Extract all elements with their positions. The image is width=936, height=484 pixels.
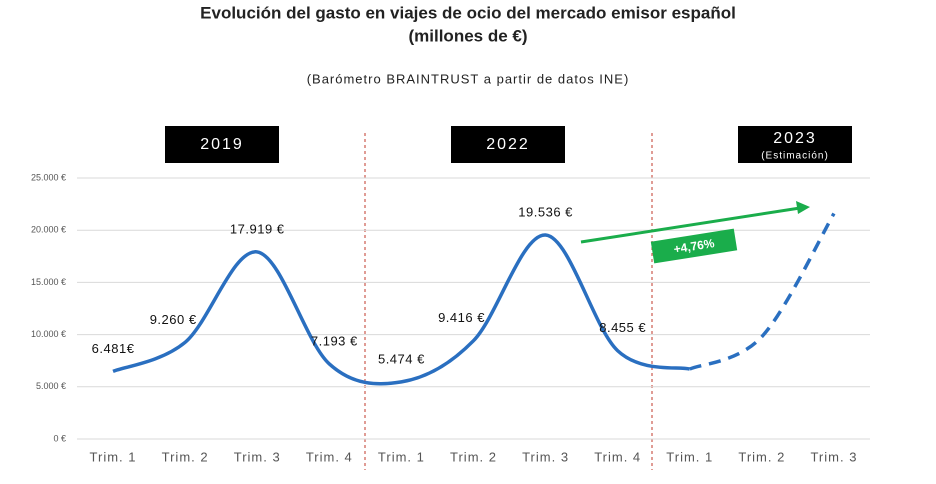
x-tick-label: Trim. 4	[306, 449, 353, 464]
x-tick-label: Trim. 2	[738, 449, 785, 464]
data-label: 7.193 €	[311, 333, 358, 348]
y-tick-label: 20.000 €	[31, 225, 66, 235]
x-tick-label: Trim. 3	[522, 449, 569, 464]
trend-arrowhead	[796, 201, 810, 214]
chart-title: (millones de €)	[408, 26, 527, 45]
y-tick-label: 5.000 €	[36, 381, 66, 391]
line-estimate	[689, 212, 836, 371]
y-tick-label: 0 €	[53, 433, 66, 443]
annotation-label: +4,76%	[673, 236, 716, 256]
data-label: 6.481€	[92, 341, 135, 356]
data-label: 9.416 €	[438, 310, 485, 325]
x-tick-label: Trim. 1	[378, 449, 425, 464]
period-box	[451, 126, 565, 163]
x-tick-label: Trim. 3	[234, 449, 281, 464]
data-label: 9.260 €	[150, 312, 197, 327]
x-tick-label: Trim. 3	[810, 449, 857, 464]
y-tick-label: 15.000 €	[31, 277, 66, 287]
trend-arrow	[580, 206, 801, 244]
y-tick-label: 10.000 €	[31, 329, 66, 339]
data-label: 17.919 €	[230, 221, 285, 236]
x-tick-label: Trim. 2	[450, 449, 497, 464]
line	[112, 233, 691, 386]
period-box	[738, 126, 852, 163]
period-label: 2023	[773, 130, 817, 147]
x-tick-label: Trim. 1	[666, 449, 713, 464]
period-box	[165, 126, 279, 163]
period-label: 2019	[200, 136, 244, 153]
data-label: 8.455 €	[599, 320, 646, 335]
x-tick-label: Trim. 1	[90, 449, 137, 464]
chart-subtitle: (Barómetro BRAINTRUST a partir de datos …	[307, 71, 630, 86]
annotation-box	[650, 228, 738, 264]
data-label: 5.474 €	[378, 351, 425, 366]
data-label: 19.536 €	[518, 204, 573, 219]
annotation: +4,76%	[650, 228, 738, 264]
x-tick-label: Trim. 2	[162, 449, 209, 464]
y-tick-label: 25.000 €	[31, 172, 66, 182]
period-label: 2022	[486, 136, 530, 153]
chart-title: Evolución del gasto en viajes de ocio de…	[200, 3, 736, 22]
period-note: (Estimación)	[761, 151, 829, 162]
x-tick-label: Trim. 4	[594, 449, 641, 464]
